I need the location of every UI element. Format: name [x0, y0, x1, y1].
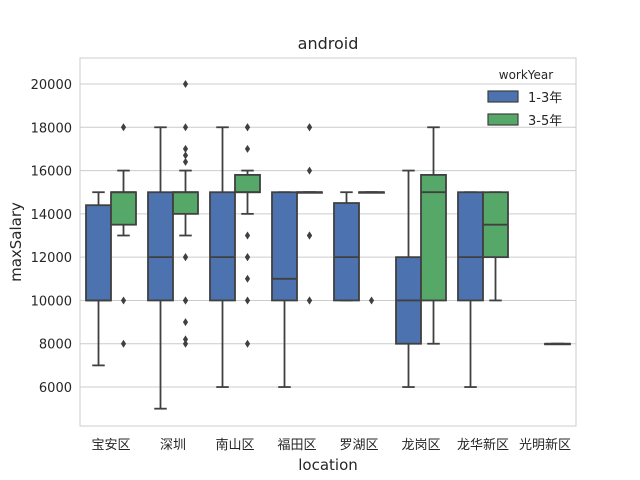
x-tick-label-5: 龙岗区	[401, 438, 440, 453]
y-tick-label-18000: 18000	[31, 121, 72, 136]
box-series	[85, 79, 571, 410]
flier-s1-c2-3	[244, 231, 251, 240]
flier-s1-c3-1	[306, 123, 313, 132]
legend-label-1-3: 1-3年	[528, 91, 562, 106]
box-s0-c3	[271, 191, 298, 302]
plot-frame	[79, 57, 577, 427]
flier-s1-c1-11	[182, 339, 189, 348]
box-s1-c0	[110, 191, 137, 226]
x-tick-label-2: 南山区	[215, 437, 254, 453]
legend-swatch-3-5	[487, 113, 519, 126]
flier-s1-c0-1	[120, 296, 127, 305]
flier-s1-c2-5	[244, 253, 251, 262]
y-tick-label-20000: 20000	[31, 78, 72, 93]
legend: workYear 1-3年 3-5年	[487, 68, 562, 129]
flier-s1-c2-6	[244, 274, 251, 283]
flier-s1-c0-0	[120, 123, 127, 132]
y-tick-label-8000: 8000	[39, 338, 72, 353]
flier-s1-c4-0	[368, 296, 375, 305]
flier-s1-c0-2	[120, 339, 127, 348]
flier-s1-c2-2	[244, 144, 251, 153]
y-tick-label-6000: 6000	[39, 381, 72, 396]
flier-s1-c1-6	[182, 253, 189, 262]
flier-s1-c1-3	[182, 151, 189, 160]
flier-s1-c1-2	[182, 144, 189, 153]
box-s0-c4	[333, 202, 360, 302]
box-s1-c1	[172, 191, 199, 215]
x-tick-label-4: 罗湖区	[339, 438, 378, 453]
flier-s1-c2-1	[244, 123, 251, 132]
x-tick-label-0: 宝安区	[91, 438, 130, 453]
box-s0-c6	[457, 191, 484, 302]
box-s0-c1	[147, 191, 174, 302]
flier-s1-c3-2	[306, 166, 313, 175]
flier-s1-c3-4	[306, 231, 313, 240]
x-tick-label-1: 深圳	[160, 438, 186, 453]
x-tick-label-7: 光明新区	[519, 437, 571, 453]
legend-label-3-5: 3-5年	[528, 114, 562, 129]
y-axis-label: maxSalary	[7, 202, 25, 282]
x-tick-label-3: 福田区	[277, 438, 316, 453]
y-tick-label-10000: 10000	[31, 294, 72, 309]
box-s1-c2	[234, 173, 261, 194]
flier-s1-c1-8	[182, 296, 189, 305]
flier-s1-c1-1	[182, 123, 189, 132]
y-tick-label-14000: 14000	[31, 208, 72, 223]
flier-s1-c2-8	[244, 339, 251, 348]
x-axis-label: location	[298, 456, 358, 474]
y-tick-labels: 6000 8000 10000 12000 14000 16000 18000 20000	[31, 78, 72, 396]
flier-s1-c1-0	[182, 79, 189, 88]
legend-title: workYear	[499, 68, 554, 82]
legend-swatch-1-3	[487, 90, 519, 103]
box-s1-c5	[420, 173, 447, 302]
x-tick-labels: 宝安区 深圳 南山区 福田区 罗湖区 龙岗区 龙华新区 光明新区	[91, 437, 571, 453]
flier-s1-c3-6	[306, 296, 313, 305]
y-tick-label-16000: 16000	[31, 165, 72, 180]
flier-s1-c1-9	[182, 318, 189, 327]
x-tick-label-6: 龙华新区	[457, 437, 509, 453]
y-tick-label-12000: 12000	[31, 251, 72, 266]
flier-s1-c1-10	[182, 335, 189, 344]
box-s0-c2	[209, 191, 236, 302]
flier-s1-c1-4	[182, 157, 189, 166]
chart-title: android	[298, 34, 359, 53]
flier-s1-c2-7	[244, 296, 251, 305]
box-s0-c0	[85, 204, 112, 302]
